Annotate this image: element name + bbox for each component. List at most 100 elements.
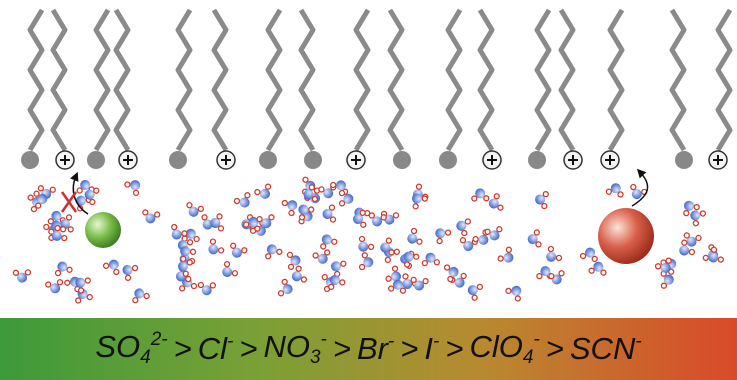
hydrogen bbox=[329, 205, 334, 210]
hydrogen bbox=[234, 198, 241, 205]
water-molecule bbox=[198, 282, 215, 295]
oxygen bbox=[329, 259, 343, 273]
hydrogen bbox=[45, 282, 51, 288]
hydrogen bbox=[359, 235, 366, 242]
hydrogen bbox=[505, 246, 512, 253]
water-molecule bbox=[431, 224, 452, 245]
hydrogen bbox=[402, 273, 409, 280]
water-molecule bbox=[465, 280, 484, 301]
hydrogen bbox=[537, 274, 542, 279]
hydrogen bbox=[359, 264, 365, 270]
hydrogen bbox=[543, 191, 549, 197]
hydrogen bbox=[717, 256, 724, 263]
hydrogen bbox=[35, 203, 41, 209]
neutral-head bbox=[393, 151, 411, 169]
water-molecule bbox=[537, 266, 554, 279]
neutral-head bbox=[259, 151, 277, 169]
hydrogen bbox=[330, 217, 335, 222]
hydrogen bbox=[38, 186, 44, 192]
water-molecule bbox=[317, 232, 338, 250]
hydrogen bbox=[13, 270, 18, 275]
ion-formula: Br bbox=[357, 331, 388, 366]
separator: > bbox=[174, 331, 192, 367]
oxygen bbox=[238, 196, 252, 210]
hydrogen bbox=[460, 273, 466, 279]
hydrogen bbox=[125, 274, 132, 281]
lipid-chain bbox=[214, 10, 226, 150]
hydrogen bbox=[288, 209, 295, 216]
hydrogen bbox=[618, 191, 624, 197]
hydrogen bbox=[534, 230, 540, 236]
lipid-chain bbox=[178, 10, 190, 150]
hydrogen bbox=[89, 199, 95, 205]
hydrogen bbox=[269, 214, 275, 220]
hydrogen bbox=[555, 254, 562, 261]
hydrogen bbox=[592, 256, 598, 262]
hydrogen bbox=[77, 188, 82, 193]
hydrogen bbox=[465, 218, 471, 224]
water-molecule bbox=[218, 261, 239, 282]
water-molecule bbox=[103, 256, 124, 275]
ion-charge: - bbox=[388, 331, 394, 352]
hydrogen bbox=[288, 264, 293, 269]
hydrogen bbox=[505, 287, 512, 294]
hydrogen bbox=[514, 295, 521, 302]
hydrogen bbox=[198, 206, 204, 212]
water-molecule bbox=[454, 216, 471, 236]
hydrogen bbox=[254, 189, 261, 196]
hydrogen bbox=[655, 263, 662, 270]
hydrogen bbox=[496, 226, 502, 232]
hydrogen bbox=[322, 274, 328, 280]
separator: > bbox=[400, 331, 418, 367]
water-molecule bbox=[542, 245, 563, 266]
ion-formula: Cl bbox=[198, 331, 227, 366]
water-molecule bbox=[281, 195, 301, 216]
hydrogen bbox=[281, 200, 288, 207]
hydrogen bbox=[681, 239, 688, 246]
separator: > bbox=[546, 331, 564, 367]
hydrogen bbox=[190, 248, 197, 255]
water-molecule bbox=[497, 246, 518, 267]
ion: I- bbox=[424, 331, 439, 367]
lipid-chain bbox=[116, 10, 128, 150]
water-molecule bbox=[184, 202, 204, 219]
hydrogen bbox=[218, 226, 224, 232]
hydrogen bbox=[187, 259, 193, 265]
water-molecule bbox=[472, 188, 489, 201]
hydrogen bbox=[124, 181, 131, 188]
hydrogen bbox=[485, 229, 491, 235]
hydrogen bbox=[276, 249, 283, 256]
lipid-chain bbox=[390, 10, 402, 150]
ion-charge: - bbox=[321, 329, 327, 350]
water-molecule bbox=[204, 238, 225, 259]
water-molecule bbox=[130, 286, 150, 304]
hydrogen bbox=[580, 253, 586, 259]
water-molecule bbox=[327, 256, 346, 277]
hydrogen bbox=[319, 187, 325, 193]
hydrogen bbox=[87, 294, 93, 300]
ion: SO42- bbox=[95, 329, 167, 369]
lipid-chain bbox=[53, 10, 65, 150]
ion-charge: - bbox=[433, 331, 439, 352]
lipid-chain bbox=[96, 10, 108, 150]
hydrogen bbox=[369, 213, 375, 219]
hofmeister-bar: SO42->Cl->NO3->Br->I->ClO4->SCN- bbox=[0, 318, 737, 380]
water-molecule bbox=[534, 190, 548, 208]
hydrogen bbox=[400, 288, 406, 294]
hydrogen bbox=[50, 187, 56, 193]
hydrogen bbox=[132, 265, 139, 272]
hydrogen bbox=[66, 267, 72, 273]
lipid-chain bbox=[610, 10, 622, 150]
hydrogen bbox=[241, 247, 248, 254]
oxygen bbox=[107, 258, 121, 272]
water-molecule bbox=[313, 249, 333, 265]
hydrogen bbox=[93, 187, 99, 193]
hydrogen bbox=[231, 270, 238, 277]
lipid-chain bbox=[268, 10, 280, 150]
hydrogen bbox=[436, 238, 443, 245]
hydrogen bbox=[313, 252, 319, 258]
hydrogen bbox=[388, 286, 394, 292]
hydrogen bbox=[547, 245, 554, 252]
ion-charge: - bbox=[533, 329, 539, 350]
hydrogen bbox=[209, 238, 216, 245]
